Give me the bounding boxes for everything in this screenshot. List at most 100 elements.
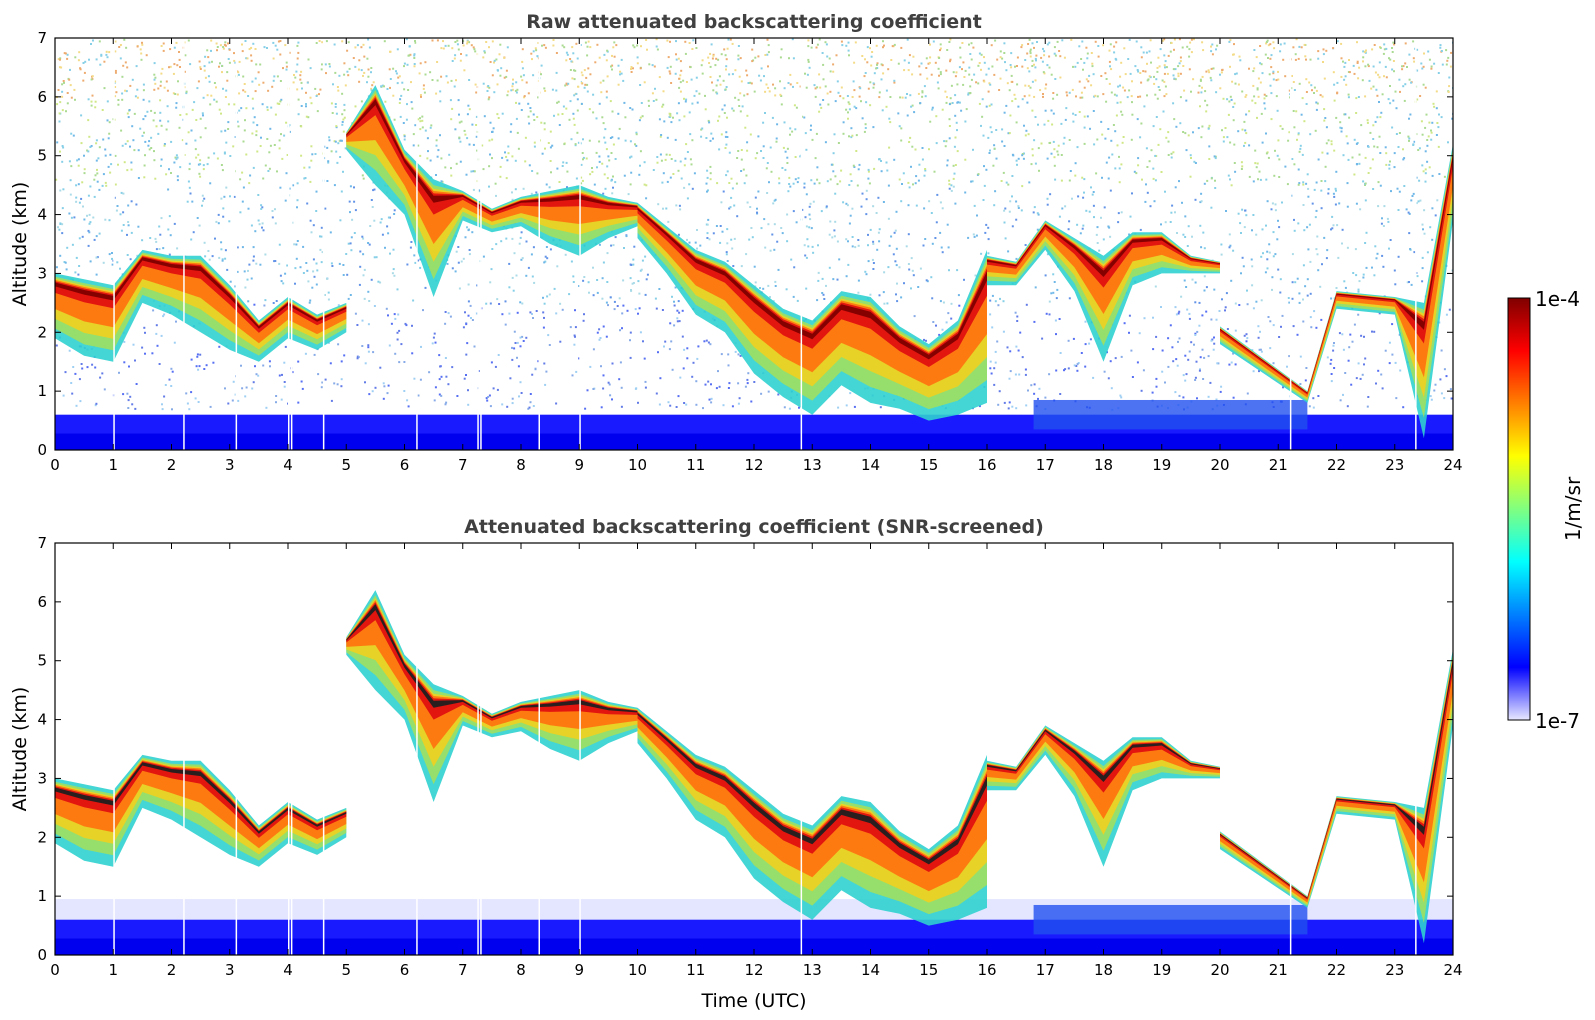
x-tick-label: 7: [458, 961, 468, 979]
missing-profile: [288, 38, 290, 450]
x-tick-label: 3: [225, 456, 235, 474]
x-tick-label: 4: [283, 456, 293, 474]
aerosol-layer: [1033, 904, 1308, 935]
noise-band: [56, 38, 1453, 99]
x-tick-label: 16: [977, 961, 996, 979]
aerosol-layer: [1033, 399, 1308, 430]
x-tick-label: 6: [400, 961, 410, 979]
x-tick-label: 18: [1094, 961, 1113, 979]
x-tick-label: 4: [283, 961, 293, 979]
missing-profile: [416, 38, 418, 450]
x-tick-label: 23: [1385, 961, 1404, 979]
x-tick-label: 13: [803, 456, 822, 474]
x-tick-label: 13: [803, 961, 822, 979]
x-tick-label: 24: [1443, 456, 1462, 474]
y-tick-label: 6: [37, 88, 47, 106]
cloud-layer-2-band: [346, 595, 638, 785]
missing-profile: [480, 543, 482, 955]
panel-screened: Attenuated backscattering coefficient (S…: [9, 516, 1463, 1012]
missing-profile: [288, 543, 290, 955]
x-tick-label: 2: [167, 961, 177, 979]
cloud-layer-1-band: [55, 762, 347, 834]
x-tick-label: 20: [1210, 456, 1229, 474]
missing-profile: [1289, 543, 1292, 955]
x-tick-label: 0: [50, 961, 60, 979]
y-tick-label: 5: [37, 652, 47, 670]
x-tick-label: 8: [516, 456, 526, 474]
cloud-layer-2-band: [346, 590, 638, 802]
x-tick-label: 9: [574, 456, 584, 474]
y-tick-label: 4: [37, 206, 47, 224]
x-tick-label: 1: [108, 961, 118, 979]
y-tick-label: 5: [37, 147, 47, 165]
x-tick-label: 3: [225, 961, 235, 979]
missing-profile: [416, 543, 418, 955]
cloud-layer-1-band: [55, 256, 347, 333]
x-tick-label: 21: [1269, 456, 1288, 474]
colorbar-unit-label: 1/m/sr: [1561, 476, 1585, 541]
cloud-layer-2-band: [346, 85, 638, 297]
x-tick-label: 15: [919, 456, 938, 474]
cloud-layer-2-band: [346, 602, 638, 721]
panel-screened-x-ticks: 0 1 2 3 4 5 6 7 8 9 10 11 12 13 14 15 16 17 18 19 20 21 22 23 24: [50, 543, 1463, 979]
missing-profile: [1415, 38, 1417, 450]
x-tick-label: 16: [977, 456, 996, 474]
y-tick-label: 3: [37, 769, 47, 787]
x-tick-label: 11: [686, 961, 705, 979]
x-tick-label: 12: [744, 961, 763, 979]
missing-profile: [480, 38, 482, 450]
x-tick-label: 7: [458, 456, 468, 474]
missing-profile: [800, 38, 803, 450]
missing-profile: [235, 543, 238, 955]
y-tick-label: 6: [37, 593, 47, 611]
x-tick-label: 19: [1152, 961, 1171, 979]
y-tick-label: 7: [37, 534, 47, 552]
missing-profile: [322, 38, 325, 450]
x-tick-label: 9: [574, 961, 584, 979]
y-tick-label: 4: [37, 711, 47, 729]
missing-profile: [113, 543, 115, 955]
plot-background: [55, 38, 1453, 450]
missing-profile: [1289, 38, 1292, 450]
cloud-layer-1-band: [55, 257, 347, 329]
x-tick-label: 6: [400, 456, 410, 474]
y-tick-label: 7: [37, 29, 47, 47]
x-tick-label: 17: [1036, 456, 1055, 474]
missing-profile: [579, 543, 581, 955]
cloud-layer-2-band: [346, 97, 638, 216]
x-tick-label: 1: [108, 456, 118, 474]
missing-profile: [477, 38, 479, 450]
x-tick-label: 22: [1327, 456, 1346, 474]
x-tick-label: 8: [516, 961, 526, 979]
plot-background: [55, 543, 1453, 955]
colorbar-min-label: 1e-7: [1535, 709, 1580, 733]
y-tick-label: 1: [37, 382, 47, 400]
cloud-layer-2-band: [346, 600, 638, 749]
x-tick-label: 10: [628, 961, 647, 979]
missing-profile: [800, 543, 803, 955]
x-tick-label: 15: [919, 961, 938, 979]
panel-raw-title: Raw attenuated backscattering coefficien…: [526, 11, 982, 33]
panel-screened-y-label: Altitude (km): [9, 687, 31, 812]
y-tick-label: 1: [37, 887, 47, 905]
missing-profile: [477, 543, 479, 955]
missing-profile: [113, 38, 115, 450]
panel-screened-title: Attenuated backscattering coefficient (S…: [464, 516, 1044, 538]
missing-profile: [290, 543, 293, 955]
missing-profile: [183, 38, 185, 450]
panel-raw-y-label: Altitude (km): [9, 182, 31, 307]
missing-profile: [235, 38, 238, 450]
panel-raw: Raw attenuated backscattering coefficien…: [9, 11, 1463, 474]
x-tick-label: 0: [50, 456, 60, 474]
x-tick-label: 5: [341, 961, 351, 979]
y-tick-label: 3: [37, 264, 47, 282]
x-tick-label: 10: [628, 456, 647, 474]
x-tick-label: 24: [1443, 961, 1462, 979]
x-tick-label: 5: [341, 456, 351, 474]
x-tick-label: 12: [744, 456, 763, 474]
panel-raw-y-ticks: 0 1 2 3 4 5 6 7: [37, 29, 1453, 459]
y-tick-label: 2: [37, 323, 47, 341]
x-tick-label: 14: [861, 961, 880, 979]
y-tick-label: 2: [37, 828, 47, 846]
